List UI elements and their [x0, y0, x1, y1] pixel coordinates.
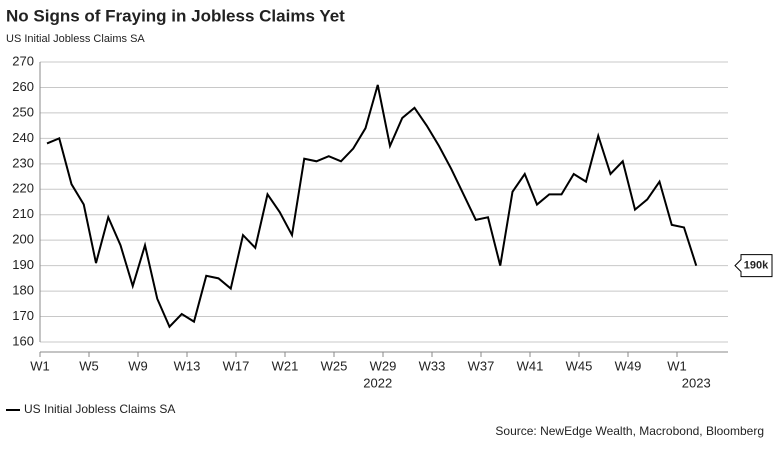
- line: [46, 84, 698, 329]
- x-tick-label: W9: [128, 358, 148, 373]
- y-tick-label: 200: [12, 232, 34, 247]
- y-tick-label: 190: [12, 257, 34, 272]
- x-tick-label: W13: [174, 358, 201, 373]
- y-tick-label: 270: [12, 53, 34, 68]
- x-tick-label: W45: [566, 358, 593, 373]
- y-tick-label: 240: [12, 130, 34, 145]
- x-tick-label: W17: [223, 358, 250, 373]
- y-tick-label: 180: [12, 283, 34, 298]
- year-label: 2023: [682, 375, 711, 390]
- x-tick-label: W49: [615, 358, 642, 373]
- source: Source: NewEdge Wealth, Macrobond, Bloom…: [495, 424, 764, 438]
- y-tick-label: 170: [12, 308, 34, 323]
- y-tick-label: 260: [12, 79, 34, 94]
- y-tick-label: 250: [12, 104, 34, 119]
- x-tick-label: W1: [30, 358, 50, 373]
- end-label: 190k: [744, 260, 769, 272]
- y-tick-label: 220: [12, 181, 34, 196]
- y-tick-label: 210: [12, 206, 34, 221]
- x-tick-label: W5: [79, 358, 99, 373]
- x-tick-label: W33: [419, 358, 446, 373]
- x-tick-label: W29: [370, 358, 397, 373]
- y-tick-label: 230: [12, 155, 34, 170]
- x-tick-label: W21: [272, 358, 299, 373]
- x-tick-label: W25: [321, 358, 348, 373]
- subtitle: US Initial Jobless Claims SA: [6, 33, 145, 45]
- year-label: 2022: [363, 375, 392, 390]
- chart-title: No Signs of Fraying in Jobless Claims Ye…: [6, 6, 345, 25]
- legend-label: US Initial Jobless Claims SA: [24, 402, 175, 416]
- x-tick-label: W37: [468, 358, 495, 373]
- x-tick-label: W1: [667, 358, 687, 373]
- end-label-box: [734, 254, 773, 278]
- y-tick-label: 160: [12, 333, 34, 348]
- x-tick-label: W41: [517, 358, 544, 373]
